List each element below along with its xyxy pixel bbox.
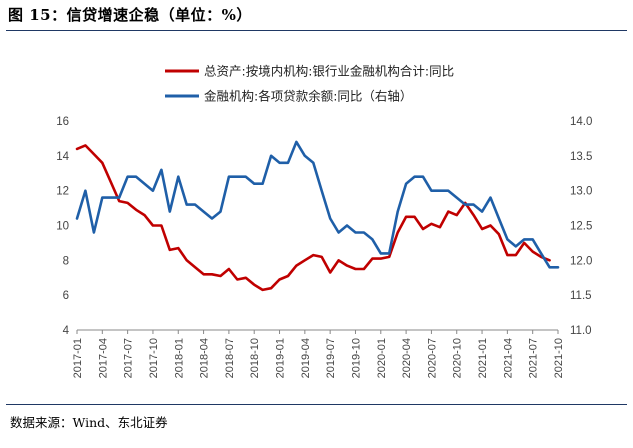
x-tick-label: 2021-10 <box>553 338 565 378</box>
y-right-tick-label: 11.5 <box>570 290 592 302</box>
x-tick-label: 2018-10 <box>249 338 261 378</box>
x-tick-label: 2019-04 <box>300 338 312 378</box>
y-right-tick-label: 13.5 <box>570 151 592 163</box>
x-tick-label: 2018-07 <box>224 338 236 378</box>
series-line-2 <box>75 140 560 269</box>
legend-label-1: 总资产:按境内机构:银行业金融机构合计:同比 <box>204 64 454 79</box>
x-tick-label: 2019-07 <box>325 338 337 378</box>
x-tick-label: 2021-04 <box>502 338 514 378</box>
y-right-tick-label: 12.0 <box>570 255 592 267</box>
y-left-tick-label: 12 <box>56 186 69 198</box>
y-left-tick-label: 8 <box>63 255 69 267</box>
top-rule <box>6 30 627 31</box>
y-right-tick-label: 12.5 <box>570 221 592 233</box>
axes: 4 6 8 10 12 14 16 11.0 11.5 12.0 12.5 13.0 13.5 14.0 2… <box>56 116 592 378</box>
series-lines <box>75 140 560 292</box>
x-tick-label: 2017-04 <box>97 338 109 378</box>
y-left-tick-label: 4 <box>63 325 70 337</box>
y-left-tick-label: 14 <box>56 151 69 163</box>
x-tick-label: 2020-10 <box>452 338 464 378</box>
bottom-rule <box>6 404 627 405</box>
x-tick-label: 2017-10 <box>148 338 160 378</box>
x-tick-label: 2020-07 <box>426 338 438 378</box>
y-right-tick-label: 14.0 <box>570 116 592 128</box>
x-tick-label: 2021-07 <box>528 338 540 378</box>
y-right-tick-label: 13.0 <box>570 186 592 198</box>
y-left-tick-label: 6 <box>63 290 69 302</box>
x-tick-label: 2019-10 <box>350 338 362 378</box>
x-tick-label: 2019-01 <box>275 338 287 378</box>
x-tick-label: 2017-07 <box>123 338 135 378</box>
series-line-1 <box>75 144 551 292</box>
x-tick-label: 2018-04 <box>199 338 211 378</box>
x-tick-label: 2018-01 <box>173 338 185 378</box>
source-note: 数据来源：Wind、东北证券 <box>10 415 168 430</box>
x-tick-label: 2017-01 <box>72 338 84 378</box>
y-left-tick-label: 16 <box>56 116 69 128</box>
figure-title: 图 15：信贷增速企稳（单位：%） <box>8 6 252 24</box>
x-tick-label: 2020-01 <box>376 338 388 378</box>
y-left-tick-label: 10 <box>56 221 69 233</box>
y-right-tick-label: 11.0 <box>570 325 592 337</box>
x-tick-label: 2021-01 <box>477 338 489 378</box>
legend-label-2: 金融机构:各项贷款余额:同比（右轴） <box>204 89 412 104</box>
x-tick-label: 2020-04 <box>401 338 413 378</box>
